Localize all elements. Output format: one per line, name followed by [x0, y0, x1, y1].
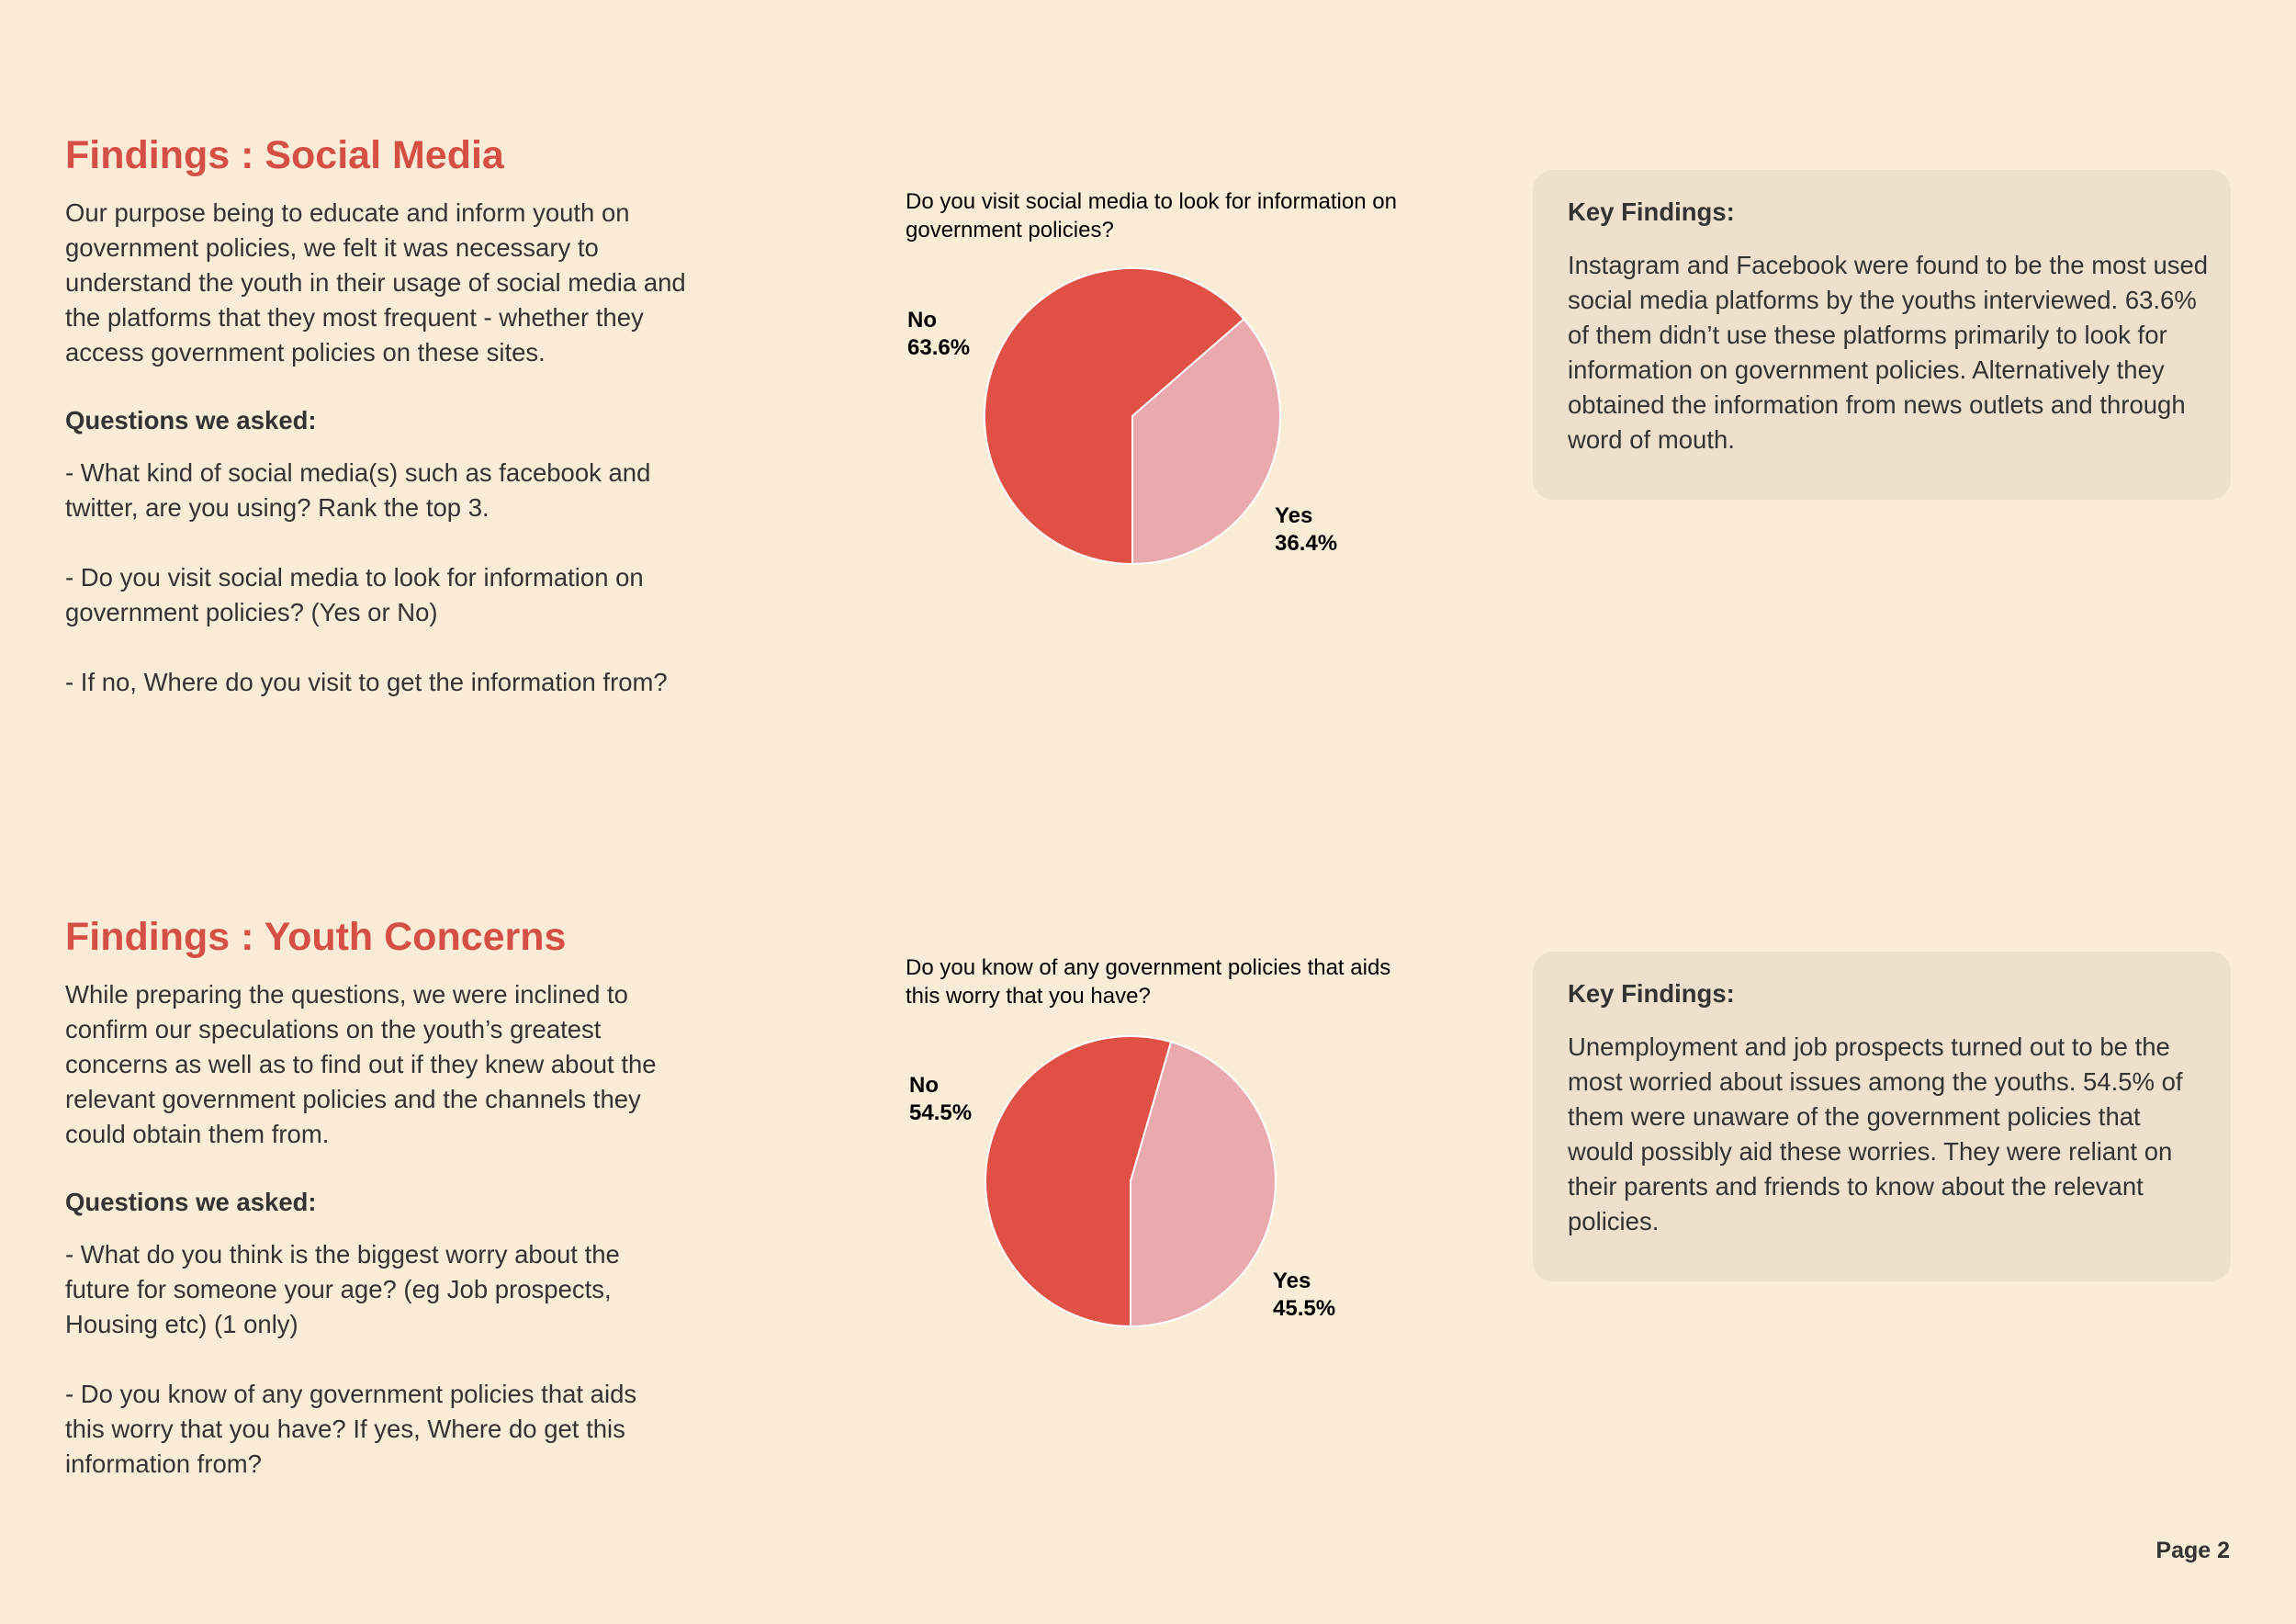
chart-title: Do you know of any government policies t…: [906, 955, 1391, 1009]
key-findings-title: Key Findings:: [1568, 197, 1735, 226]
page-number: Page 2: [2155, 1538, 2230, 1563]
slice-label: No: [909, 1073, 939, 1098]
key-findings-card: Key Findings: Unemployment and job prosp…: [1533, 952, 2231, 1281]
key-findings-text: Unemployment and job prospects turned ou…: [1568, 1032, 2183, 1235]
questions-heading: Questions we asked:: [65, 1188, 317, 1216]
pie-slice-yes: [1131, 317, 1281, 566]
question-item: - What do you think is the biggest worry…: [65, 1240, 620, 1338]
questions-heading: Questions we asked:: [65, 406, 317, 434]
slice-label: Yes: [1275, 503, 1312, 528]
question-item: - If no, Where do you visit to get the i…: [65, 668, 668, 696]
slice-value-label: 36.4%: [1275, 531, 1337, 556]
slice-label: No: [907, 308, 937, 333]
question-item: - Do you know of any government policies…: [65, 1380, 637, 1478]
pie-slice-no: [985, 1035, 1173, 1328]
key-findings-card: Key Findings: Instagram and Facebook wer…: [1533, 170, 2231, 500]
chart-title: Do you visit social media to look for in…: [906, 189, 1397, 242]
section-heading: Findings : Youth Concerns: [65, 915, 567, 959]
section-intro: While preparing the questions, we were i…: [65, 980, 657, 1148]
key-findings-text: Instagram and Facebook were found to be …: [1568, 251, 2209, 454]
key-findings-title: Key Findings:: [1568, 979, 1735, 1008]
question-item: - What kind of social media(s) such as f…: [65, 458, 651, 522]
questions-list: - What do you think is the biggest worry…: [65, 1237, 726, 1517]
slice-value-label: 45.5%: [1273, 1296, 1335, 1321]
questions-list: - What kind of social media(s) such as f…: [65, 456, 726, 735]
question-item: - Do you visit social media to look for …: [65, 563, 644, 626]
slice-value-label: 63.6%: [907, 335, 970, 360]
slice-value-label: 54.5%: [909, 1100, 972, 1125]
section-intro: Our purpose being to educate and inform …: [65, 198, 686, 367]
pie-slice-no: [984, 267, 1245, 566]
section-heading: Findings : Social Media: [65, 133, 504, 177]
pie-slice-yes: [1130, 1041, 1277, 1328]
slice-label: Yes: [1273, 1269, 1311, 1293]
